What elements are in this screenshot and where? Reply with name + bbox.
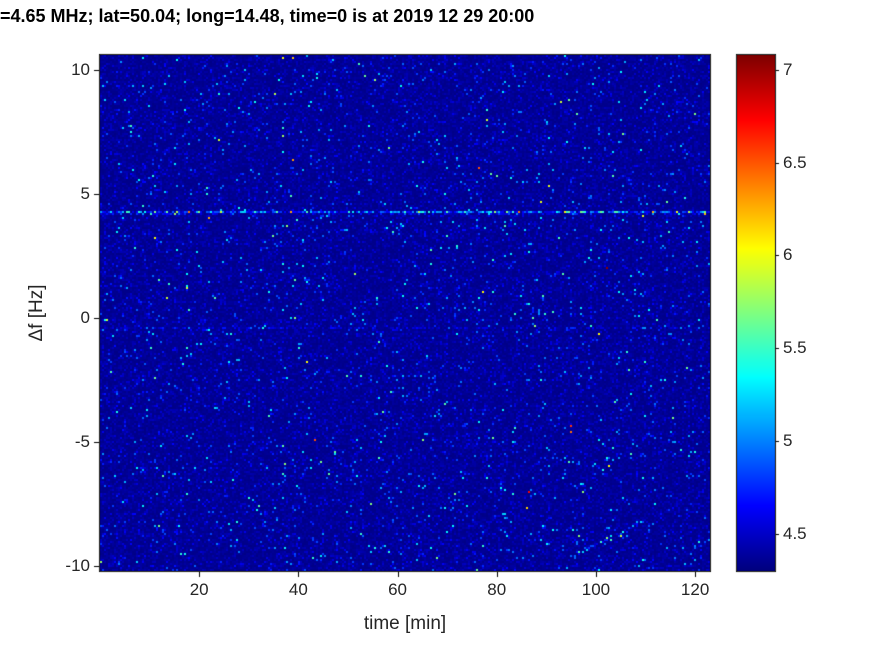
x-tick-label: 100 xyxy=(581,580,611,599)
colorbar-tick-label: 5 xyxy=(783,431,793,451)
x-tick-label: 80 xyxy=(487,580,507,599)
y-tick-label: -5 xyxy=(74,432,90,451)
plot-title: =4.65 MHz; lat=50.04; long=14.48, time=0… xyxy=(0,6,535,26)
y-tick-label: -10 xyxy=(65,556,90,576)
colorbar-tick-label: 6.5 xyxy=(783,152,807,172)
y-tick-label: 10 xyxy=(71,59,90,79)
x-tick-label: 40 xyxy=(288,580,308,599)
colorbar-tick-label: 5.5 xyxy=(783,338,807,358)
x-tick-label: 20 xyxy=(189,580,209,599)
x-tick-label: 60 xyxy=(388,580,408,599)
colorbar-tick-label: 6 xyxy=(783,245,793,265)
x-tick-label: 120 xyxy=(680,580,710,599)
colorbar-tick-label: 4.5 xyxy=(783,523,807,543)
colorbar-tick-label: 7 xyxy=(783,59,793,79)
y-axis-label: Δf [Hz] xyxy=(26,284,47,342)
x-axis-label: time [min] xyxy=(363,613,447,634)
y-tick-label: 0 xyxy=(80,307,90,327)
y-tick-label: 5 xyxy=(80,183,90,203)
